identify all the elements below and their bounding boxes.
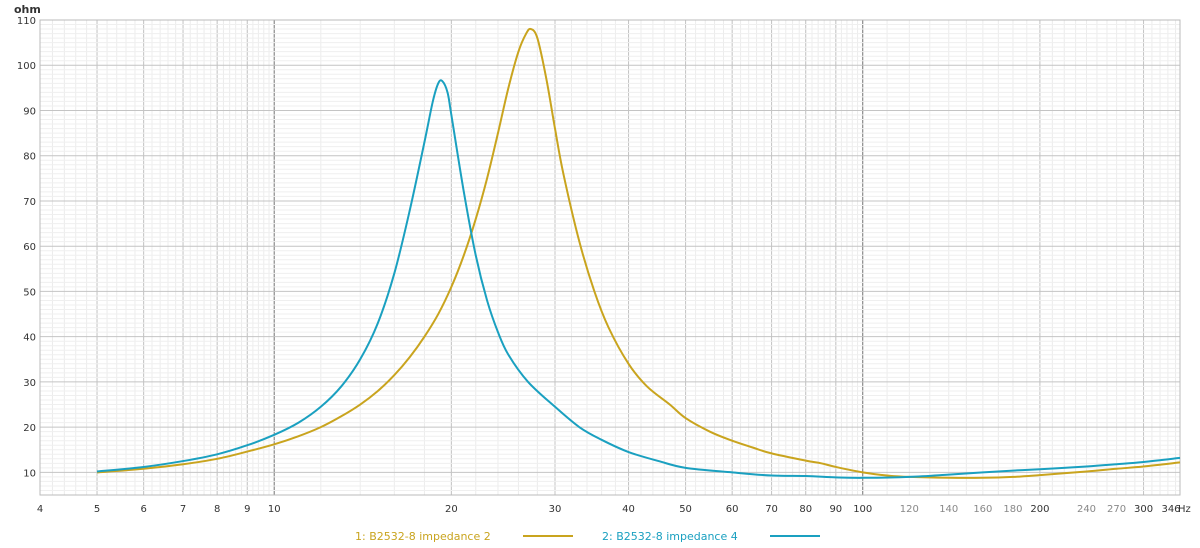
legend-item-series-2[interactable]: 2: B2532-8 impedance 4	[602, 526, 820, 546]
x-unit-label: Hz	[1178, 504, 1191, 515]
series-layer	[96, 27, 1181, 479]
y-unit-label: ohm	[14, 3, 41, 16]
x-tick-label: 5	[94, 504, 100, 515]
legend-label-series-1: 1: B2532-8 impedance 2	[355, 529, 491, 543]
x-tick-label: 100	[853, 504, 872, 515]
y-tick-label: 70	[23, 197, 36, 208]
series-line-2	[96, 79, 1181, 479]
series-line-1	[96, 27, 1181, 479]
x-tick-label: 50	[679, 504, 692, 515]
legend-swatch-series-1	[522, 535, 573, 537]
x-tick-label: 40	[622, 504, 635, 515]
y-tick-label: 110	[17, 16, 36, 27]
x-tick-label: 20	[445, 504, 458, 515]
x-tick-label: 8	[214, 504, 220, 515]
x-tick-label: 60	[726, 504, 739, 515]
y-tick-label: 40	[23, 333, 36, 344]
y-tick-label: 30	[23, 378, 36, 389]
x-tick-label: 90	[829, 504, 842, 515]
x-tick-label: 70	[765, 504, 778, 515]
y-tick-label: 20	[23, 423, 36, 434]
x-tick-label: 120	[900, 504, 919, 515]
x-tick-label: 7	[180, 504, 186, 515]
x-tick-label: 270	[1107, 504, 1126, 515]
x-tick-label: 346	[1161, 504, 1180, 515]
grid	[39, 19, 1181, 496]
y-tick-label: 80	[23, 152, 36, 163]
plot-frame	[39, 19, 1181, 496]
x-tick-label: 30	[549, 504, 562, 515]
axis-labels: ohm 10 20 30 40 50 60 70 80 90 100 110 4 5 6 7 8 9 10 20 30…	[14, 3, 1191, 515]
legend: 1: B2532-8 impedance 2 2: B2532-8 impeda…	[0, 526, 1200, 546]
x-tick-label: 300	[1134, 504, 1153, 515]
x-tick-label: 9	[244, 504, 250, 515]
legend-swatch-series-2	[769, 535, 820, 537]
y-tick-label: 50	[23, 287, 36, 298]
x-tick-label: 160	[973, 504, 992, 515]
x-tick-label: 240	[1077, 504, 1096, 515]
impedance-chart: ohm 10 20 30 40 50 60 70 80 90 100 110 4 5 6 7 8 9 10 20 30…	[14, 3, 1191, 515]
x-tick-label: 6	[140, 504, 146, 515]
y-tick-label: 90	[23, 106, 36, 117]
y-tick-label: 100	[17, 61, 36, 72]
x-tick-label: 80	[799, 504, 812, 515]
y-tick-label: 60	[23, 242, 36, 253]
legend-label-series-2: 2: B2532-8 impedance 4	[602, 529, 738, 543]
x-tick-label: 4	[37, 504, 43, 515]
x-tick-label: 10	[268, 504, 281, 515]
x-tick-label: 200	[1030, 504, 1049, 515]
x-tick-label: 140	[939, 504, 958, 515]
x-tick-label: 180	[1003, 504, 1022, 515]
y-tick-label: 10	[23, 468, 36, 479]
legend-item-series-1[interactable]: 1: B2532-8 impedance 2	[355, 526, 573, 546]
